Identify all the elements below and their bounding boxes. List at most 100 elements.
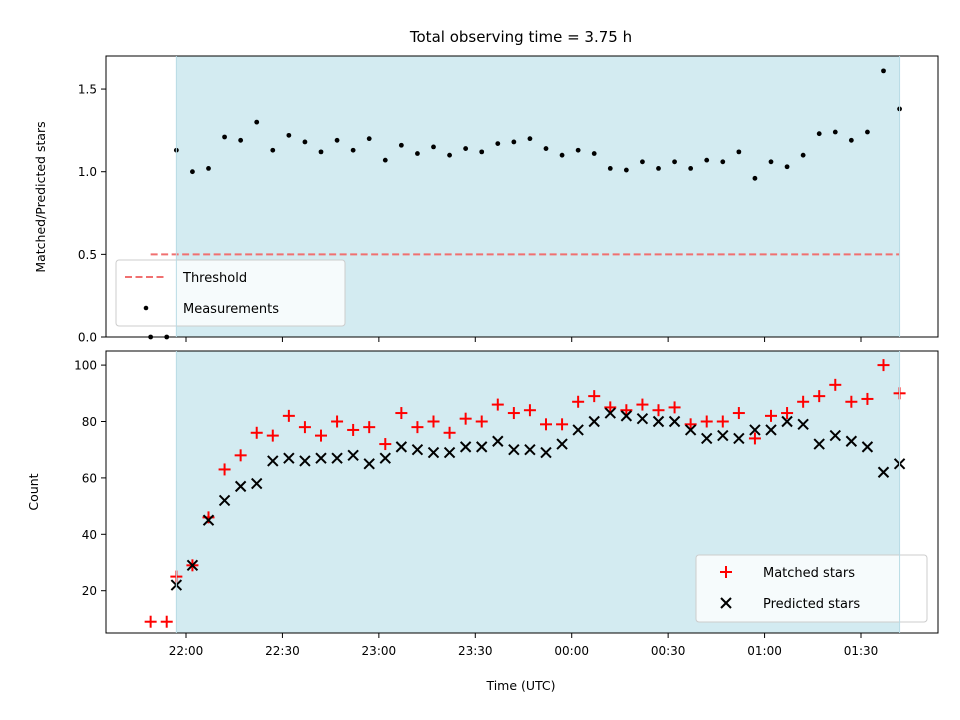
predicted-star-point <box>620 410 633 422</box>
matched-star-point <box>427 415 440 428</box>
matched-stars-series <box>144 359 906 628</box>
predicted-star-point <box>556 438 568 450</box>
predicted-legend-swatch <box>720 597 732 609</box>
matched-star-point <box>765 409 777 422</box>
predicted-star-point <box>443 446 456 459</box>
predicted-star-point <box>218 494 231 507</box>
bottom-y-tick-label: 20 <box>82 584 97 598</box>
x-tick-label: 22:30 <box>265 644 300 658</box>
measurement-point <box>415 151 420 156</box>
x-tick-label: 00:30 <box>651 644 686 658</box>
bottom-y-tick-label: 60 <box>82 471 97 485</box>
matched-star-point <box>620 404 633 417</box>
measurement-point <box>511 139 517 145</box>
matched-star-point <box>266 429 279 442</box>
measurement-point <box>559 152 565 158</box>
bottom-panel: 20 40 60 80 100 22:00 22:30 23:00 23:30 00:00 00:… <box>26 350 939 693</box>
legend-measurements-label: Measurements <box>183 302 279 317</box>
predicted-star-point <box>234 480 247 493</box>
matched-star-point <box>491 398 504 411</box>
x-tick-label: 23:00 <box>362 644 397 658</box>
measurement-point <box>447 152 452 158</box>
bottom-plot-frame <box>105 350 939 634</box>
matched-star-point <box>540 418 552 431</box>
measurement-point <box>575 147 581 153</box>
predicted-star-point <box>508 443 520 456</box>
predicted-star-point <box>524 443 536 456</box>
measurement-point <box>238 137 244 143</box>
matched-star-point <box>250 426 263 439</box>
predicted-star-point <box>684 424 697 436</box>
matched-star-point <box>411 421 424 434</box>
predicted-star-point <box>267 455 279 467</box>
predicted-star-point <box>861 441 874 453</box>
x-tick-label: 01:00 <box>747 644 782 658</box>
bottom-legend-box <box>695 554 928 623</box>
matched-star-point <box>459 412 472 425</box>
matched-star-point <box>829 378 842 391</box>
measurement-point <box>865 129 870 135</box>
measurement-point <box>736 149 742 155</box>
matched-star-point <box>507 407 520 420</box>
matched-star-point <box>572 395 585 408</box>
predicted-star-point <box>588 415 600 428</box>
measurement-point <box>527 136 533 142</box>
predicted-stars-series <box>170 407 906 591</box>
matched-star-point <box>282 409 295 422</box>
matched-star-point <box>668 401 681 414</box>
top-y-ticks: 0.0 0.5 1.0 1.5 <box>78 83 106 345</box>
x-tick-label: 22:00 <box>169 644 204 658</box>
measurement-point <box>479 149 485 155</box>
x-tick-label: 23:30 <box>458 644 493 658</box>
predicted-star-point <box>765 424 777 436</box>
predicted-star-point <box>411 443 424 456</box>
matched-star-point <box>845 395 858 408</box>
matched-star-point <box>877 359 890 372</box>
measurement-point <box>254 119 260 125</box>
bottom-y-ticks: 20 40 60 80 100 <box>74 359 106 598</box>
measurement-point <box>334 137 340 143</box>
matched-star-point <box>315 429 327 442</box>
matched-star-point <box>636 398 649 411</box>
bottom-x-ticks: 22:00 22:30 23:00 23:30 00:00 00:30 01:00 01:30 <box>169 633 879 658</box>
measurements-legend-swatch <box>143 305 149 311</box>
predicted-star-point <box>202 514 215 526</box>
predicted-star-point <box>427 446 440 459</box>
matched-star-point <box>363 421 376 434</box>
measurement-point <box>832 129 838 135</box>
matched-star-point <box>588 390 601 403</box>
matched-star-point <box>298 421 311 434</box>
predicted-star-point <box>749 424 761 436</box>
measurement-point <box>366 136 372 142</box>
matched-star-point <box>523 404 536 417</box>
measurement-point <box>881 68 886 74</box>
predicted-star-point <box>813 438 825 450</box>
predicted-star-point <box>845 435 858 447</box>
matched-star-point <box>748 432 761 445</box>
matched-star-point <box>160 615 173 628</box>
matched-star-point <box>379 438 392 451</box>
x-tick-label: 01:30 <box>844 644 879 658</box>
predicted-star-point <box>668 415 681 428</box>
measurement-point <box>607 166 613 171</box>
measurement-point <box>286 132 292 138</box>
predicted-star-point <box>186 559 199 572</box>
top-legend-box <box>115 259 346 327</box>
matched-star-point <box>144 615 157 628</box>
top-panel: 0.0 0.5 1.0 1.5 Matched/Predicted stars Thr… <box>33 55 939 345</box>
measurement-point <box>222 134 227 140</box>
matched-star-point <box>218 463 231 476</box>
chart-title: Total observing time = 3.75 h <box>409 28 632 46</box>
legend-threshold-label: Threshold <box>182 271 247 286</box>
predicted-star-point <box>251 477 263 490</box>
matched-star-point <box>716 415 729 428</box>
measurement-point <box>318 149 324 155</box>
measurement-point <box>350 147 356 153</box>
predicted-star-point <box>877 466 890 478</box>
matched-star-point <box>781 407 794 420</box>
predicted-star-point <box>347 449 359 462</box>
predicted-star-point <box>717 429 729 442</box>
matched-star-point <box>700 415 713 428</box>
measurement-point <box>752 175 758 181</box>
